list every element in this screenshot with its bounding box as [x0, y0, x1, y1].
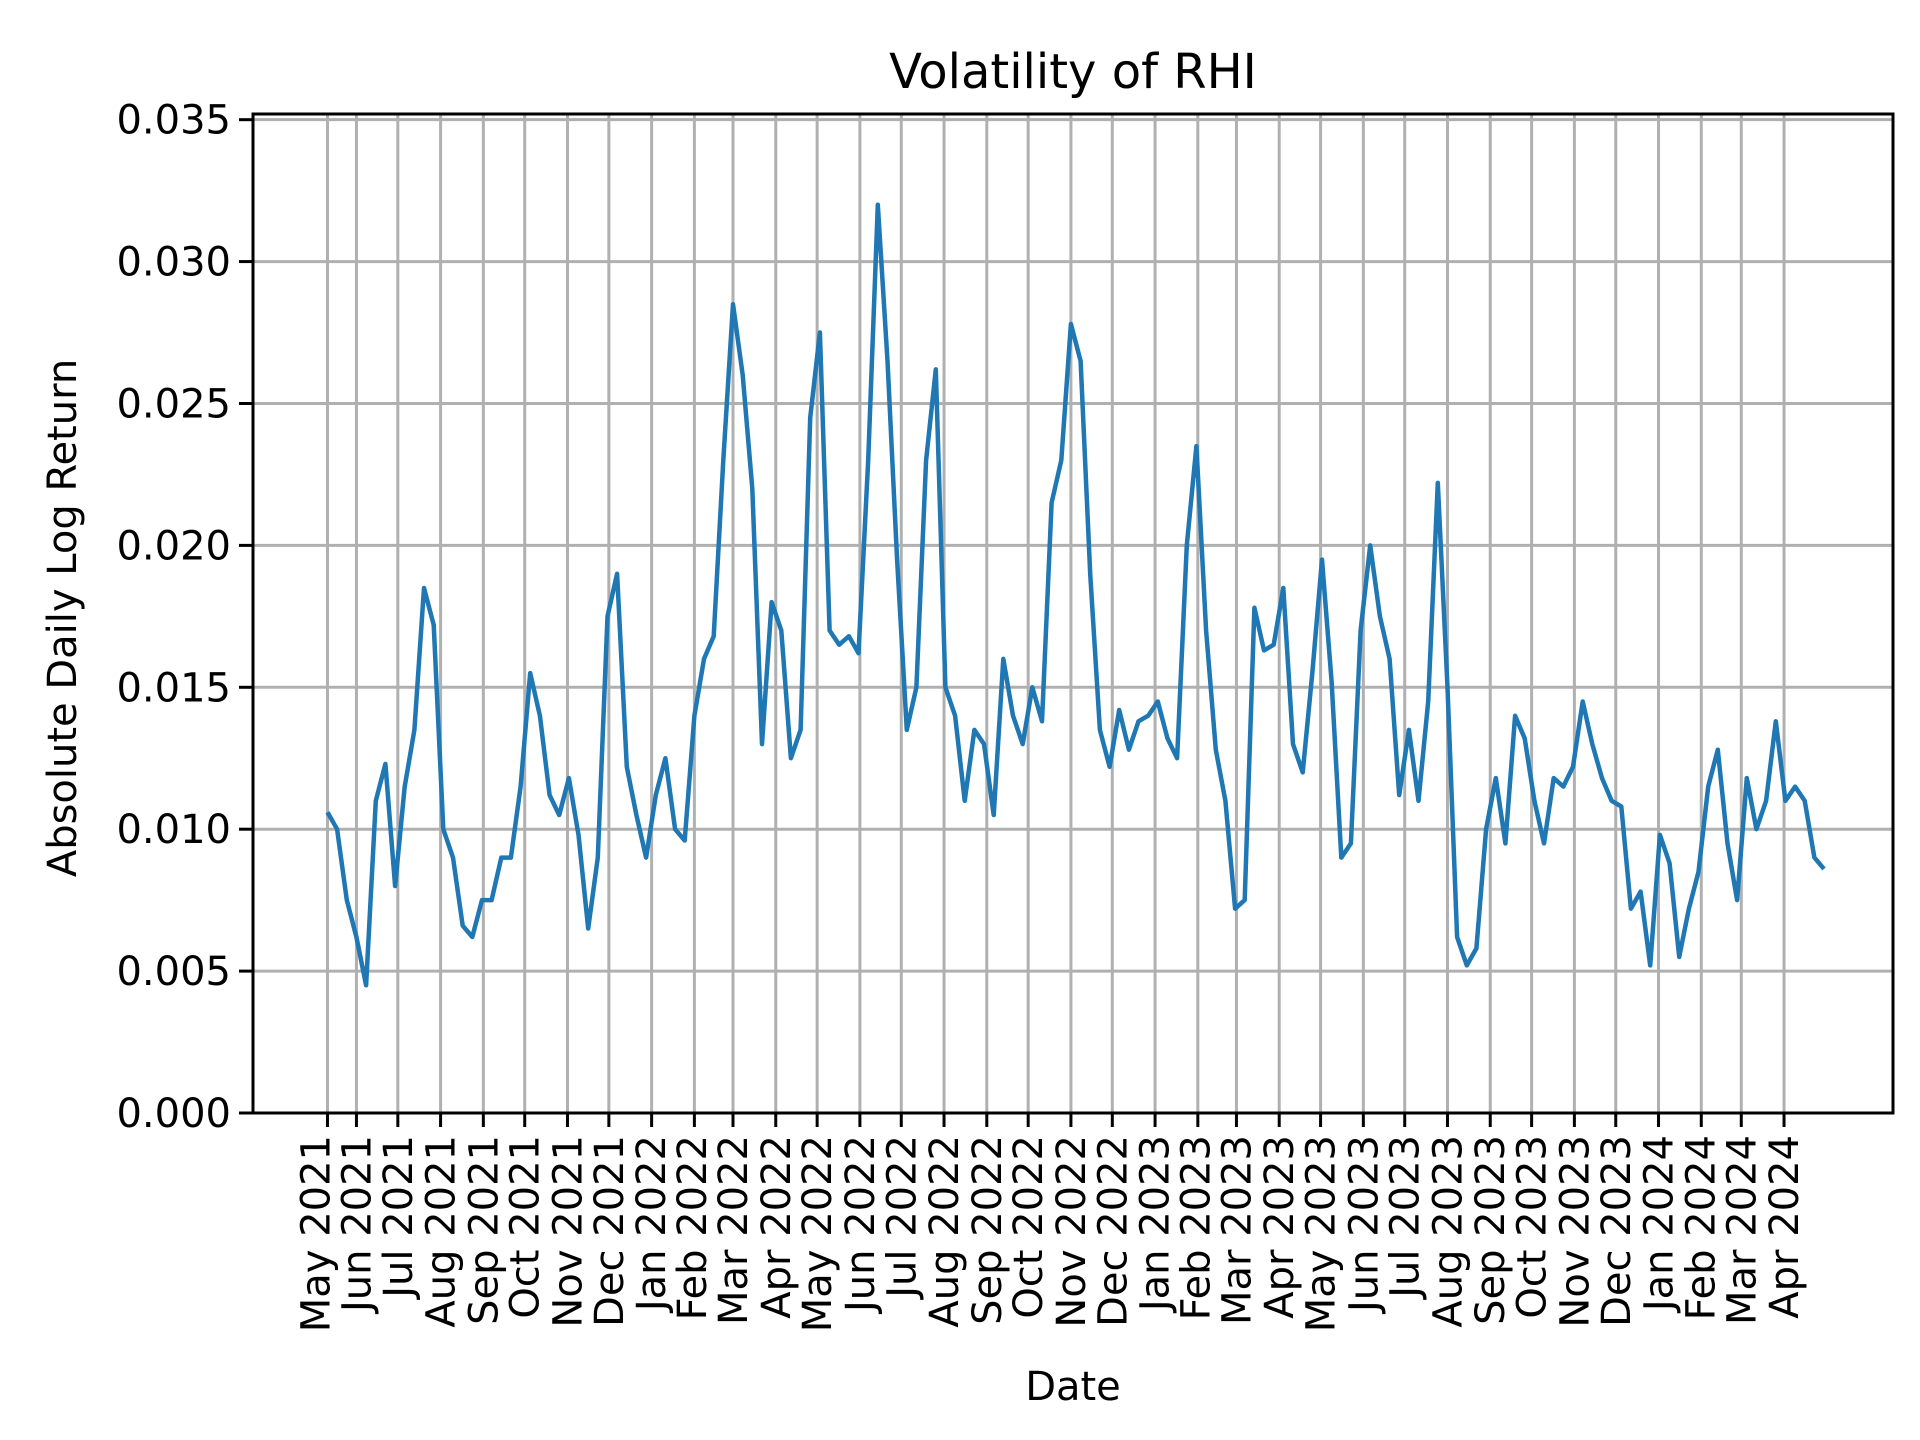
y-tick-label: 0.035 — [116, 98, 231, 144]
y-tick-label: 0.020 — [116, 523, 231, 569]
x-tick-label: Aug 2023 — [1426, 1135, 1472, 1328]
plot-frame — [251, 112, 1895, 1115]
x-tick-label: Jun 2022 — [838, 1135, 884, 1315]
x-axis-label: Date — [1025, 1364, 1121, 1410]
x-tick-label: May 2021 — [293, 1135, 339, 1332]
chart-title: Volatility of RHI — [889, 44, 1257, 100]
x-tick-label: Jul 2021 — [376, 1135, 422, 1301]
x-tick-label: Aug 2022 — [922, 1135, 968, 1328]
x-tick-label: Jul 2022 — [879, 1135, 925, 1301]
x-tick-label: Dec 2021 — [587, 1135, 633, 1327]
y-axis-label: Absolute Daily Log Return — [40, 359, 86, 877]
y-tick-label: 0.015 — [116, 665, 231, 711]
x-tick-label: Oct 2021 — [503, 1135, 549, 1319]
y-tick-label: 0.030 — [116, 240, 231, 286]
series-line — [325, 202, 1826, 988]
grid-lines — [253, 114, 1893, 1115]
x-tick-label: Feb 2024 — [1678, 1135, 1724, 1320]
x-tick-label: Oct 2022 — [1006, 1135, 1052, 1319]
x-tick-label: Nov 2023 — [1552, 1135, 1598, 1328]
x-tick-label: Aug 2021 — [419, 1135, 465, 1328]
x-tick-label: Jan 2022 — [629, 1135, 675, 1314]
y-tick-label: 0.025 — [116, 381, 231, 427]
x-tick-label: Jan 2023 — [1132, 1135, 1178, 1314]
x-tick-label: Nov 2022 — [1049, 1135, 1095, 1328]
x-tick-label: Feb 2023 — [1173, 1135, 1219, 1320]
x-tick-label: Apr 2022 — [754, 1135, 800, 1319]
x-tick-label: May 2022 — [795, 1135, 841, 1332]
x-tick-label: Sep 2023 — [1468, 1135, 1514, 1325]
x-tick-label: Jan 2024 — [1637, 1135, 1683, 1314]
x-tick-label: Jun 2021 — [334, 1135, 380, 1315]
x-tick-label: May 2023 — [1299, 1135, 1345, 1332]
x-tick-label: Mar 2024 — [1719, 1135, 1765, 1325]
x-tick-label: Apr 2023 — [1257, 1135, 1303, 1319]
y-tick-label: 0.000 — [116, 1091, 231, 1137]
y-axis-ticks: 0.000 0.005 0.010 0.015 0.020 0.025 0.030 0.035 — [116, 98, 253, 1137]
x-tick-label: Oct 2023 — [1510, 1135, 1556, 1319]
x-tick-label: Mar 2022 — [711, 1135, 757, 1325]
x-tick-label: Jul 2023 — [1383, 1135, 1429, 1301]
x-tick-label: Mar 2023 — [1214, 1135, 1260, 1325]
x-tick-label: Apr 2024 — [1762, 1135, 1808, 1319]
y-tick-label: 0.010 — [116, 807, 231, 853]
x-tick-label: Sep 2021 — [461, 1135, 507, 1325]
x-tick-label: Feb 2022 — [670, 1135, 716, 1320]
x-tick-label: Nov 2021 — [546, 1135, 592, 1328]
y-tick-label: 0.005 — [116, 949, 231, 995]
x-tick-label: Dec 2023 — [1594, 1135, 1640, 1327]
x-tick-label: Dec 2022 — [1090, 1135, 1136, 1327]
x-tick-label: Sep 2022 — [965, 1135, 1011, 1325]
x-tick-label: Jun 2023 — [1341, 1135, 1387, 1315]
